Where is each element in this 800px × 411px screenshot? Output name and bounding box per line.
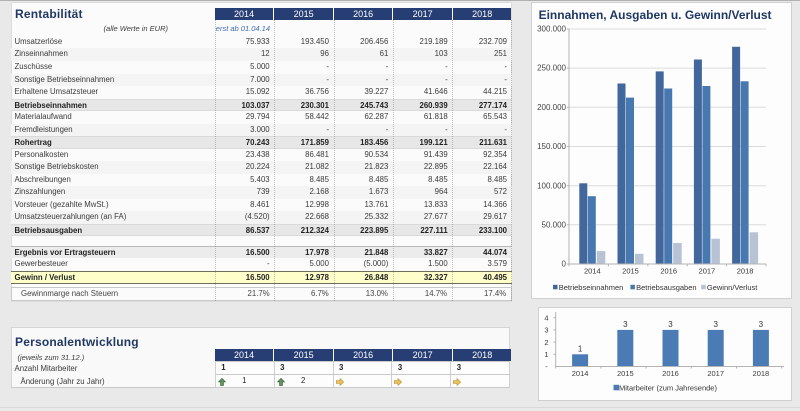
svg-text:Mitarbeiter (zum Jahresende): Mitarbeiter (zum Jahresende): [619, 383, 717, 392]
svg-text:Gewinn/Verlust: Gewinn/Verlust: [707, 283, 758, 292]
svg-text:2016: 2016: [662, 369, 679, 378]
svg-text:4: 4: [544, 313, 548, 322]
svg-text:2014: 2014: [584, 266, 601, 275]
svg-text:50.000: 50.000: [542, 220, 567, 229]
svg-text:200.000: 200.000: [537, 102, 566, 111]
svg-text:0: 0: [562, 259, 567, 268]
svg-text:Betriebseinnahmen: Betriebseinnahmen: [559, 283, 624, 292]
svg-text:3: 3: [623, 320, 628, 329]
svg-text:3: 3: [668, 320, 673, 329]
svg-text:2017: 2017: [699, 266, 716, 275]
svg-text:2016: 2016: [660, 266, 677, 275]
svg-text:2014: 2014: [571, 369, 588, 378]
svg-text:150.000: 150.000: [537, 142, 566, 151]
svg-text:3: 3: [544, 326, 548, 335]
svg-text:2015: 2015: [616, 369, 633, 378]
svg-text:1: 1: [544, 350, 548, 359]
svg-text:Einnahmen, Ausgaben u. Gewinn/: Einnahmen, Ausgaben u. Gewinn/Verlust: [539, 7, 772, 21]
svg-text:2017: 2017: [707, 369, 724, 378]
svg-text:3: 3: [713, 320, 718, 329]
svg-text:3: 3: [758, 320, 763, 329]
svg-text:2: 2: [544, 338, 548, 347]
svg-text:1: 1: [577, 344, 582, 353]
svg-text:2018: 2018: [752, 369, 769, 378]
svg-text:Betriebsausgaben: Betriebsausgaben: [636, 283, 696, 292]
svg-text:100.000: 100.000: [537, 181, 566, 190]
svg-text:2018: 2018: [737, 266, 754, 275]
svg-text:300.000: 300.000: [537, 24, 566, 33]
svg-text:-: -: [545, 362, 548, 371]
svg-text:2015: 2015: [622, 266, 639, 275]
svg-text:250.000: 250.000: [537, 63, 566, 72]
